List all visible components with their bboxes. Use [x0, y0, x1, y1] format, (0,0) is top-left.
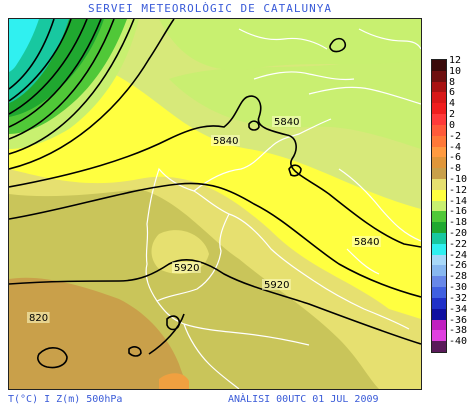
legend-swatch [432, 114, 446, 125]
legend-swatch [432, 222, 446, 233]
contour-label-bg [211, 135, 240, 146]
variable-caption: T(°C) I Z(m) 500hPa [8, 394, 123, 405]
legend-label: -40 [449, 336, 468, 348]
temp-zone-minus22 [9, 19, 39, 72]
legend-label: 12 [449, 55, 462, 66]
legend-swatch [432, 254, 446, 266]
legend-label: -38 [449, 325, 468, 337]
legend-label: 6 [449, 87, 456, 99]
legend-swatch [432, 146, 446, 158]
legend-swatch [432, 341, 446, 352]
legend-label: 0 [449, 119, 456, 131]
legend-label: -20 [449, 228, 468, 240]
legend-swatch [432, 211, 446, 223]
legend-swatch [432, 168, 446, 179]
legend-label: -36 [449, 314, 468, 326]
height-contours [9, 19, 421, 355]
legend-label: -4 [449, 141, 462, 153]
legend-label: 8 [449, 76, 456, 88]
legend-swatch [432, 287, 446, 298]
legend-swatch [432, 60, 446, 71]
temp-zone-north [169, 56, 421, 149]
contour-label-bg [172, 262, 201, 273]
contour-label: 5840 [213, 136, 238, 147]
map-canvas: 5840 5840 5840 5920 5920 820 [9, 19, 421, 389]
legend-label: 2 [449, 109, 456, 121]
legend-swatch [432, 276, 446, 288]
contour-label: 5840 [274, 117, 299, 128]
contour-label: 5840 [354, 237, 379, 248]
legend-label: -24 [449, 249, 468, 261]
legend-label: -10 [449, 173, 468, 185]
legend-label: -12 [449, 184, 468, 196]
legend-label: -32 [449, 292, 468, 304]
legend-label: -28 [449, 271, 468, 283]
legend-label: -6 [449, 152, 462, 164]
legend-swatch [432, 103, 446, 115]
legend-label: -30 [449, 282, 468, 294]
temp-zone-minus6 [159, 373, 189, 389]
legend-label: 4 [449, 98, 456, 110]
legend-swatch [432, 135, 446, 147]
contour-label: 5920 [174, 263, 199, 274]
legend-swatch [432, 81, 446, 93]
weather-map: 5840 5840 5840 5920 5920 820 [8, 18, 422, 390]
legend-swatch [432, 92, 446, 104]
coastlines [145, 28, 421, 389]
contour-label-bg [262, 279, 291, 290]
legend-swatch [432, 243, 446, 255]
temp-zone-minus8 [9, 277, 189, 389]
legend-label: -8 [449, 163, 462, 175]
legend-label: 10 [449, 65, 462, 77]
legend-swatch [432, 319, 446, 331]
contour-label-bg [27, 312, 50, 323]
temp-zone-north-top [159, 19, 421, 70]
legend-swatch [432, 265, 446, 277]
legend-swatch [432, 200, 446, 212]
legend-swatch [432, 124, 446, 136]
legend-label: -2 [449, 130, 462, 142]
color-legend [431, 59, 447, 353]
legend-swatch [432, 157, 446, 169]
legend-label: -18 [449, 217, 468, 229]
legend-swatch [432, 297, 446, 309]
contour-labels: 5840 5840 5840 5920 5920 820 [27, 116, 381, 324]
legend-label: -14 [449, 195, 468, 207]
legend-swatch [432, 330, 446, 342]
legend-swatch [432, 189, 446, 201]
legend-swatch [432, 70, 446, 82]
legend-label: -22 [449, 238, 468, 250]
contour-label-bg [352, 236, 381, 247]
contour-label: 5920 [264, 280, 289, 291]
closed-contours [37, 37, 347, 369]
legend-label: -26 [449, 260, 468, 272]
analysis-time: ANÀLISI 00UTC 01 JUL 2009 [228, 394, 379, 405]
legend-swatch [432, 308, 446, 320]
contour-label: 820 [29, 313, 48, 324]
legend-swatch [432, 178, 446, 190]
chart-title: SERVEI METEOROLÒGIC DE CATALUNYA [88, 2, 332, 15]
legend-label: -34 [449, 303, 468, 315]
contour-label-bg [272, 116, 301, 127]
legend-label: -16 [449, 206, 468, 218]
legend-swatch [432, 233, 446, 244]
